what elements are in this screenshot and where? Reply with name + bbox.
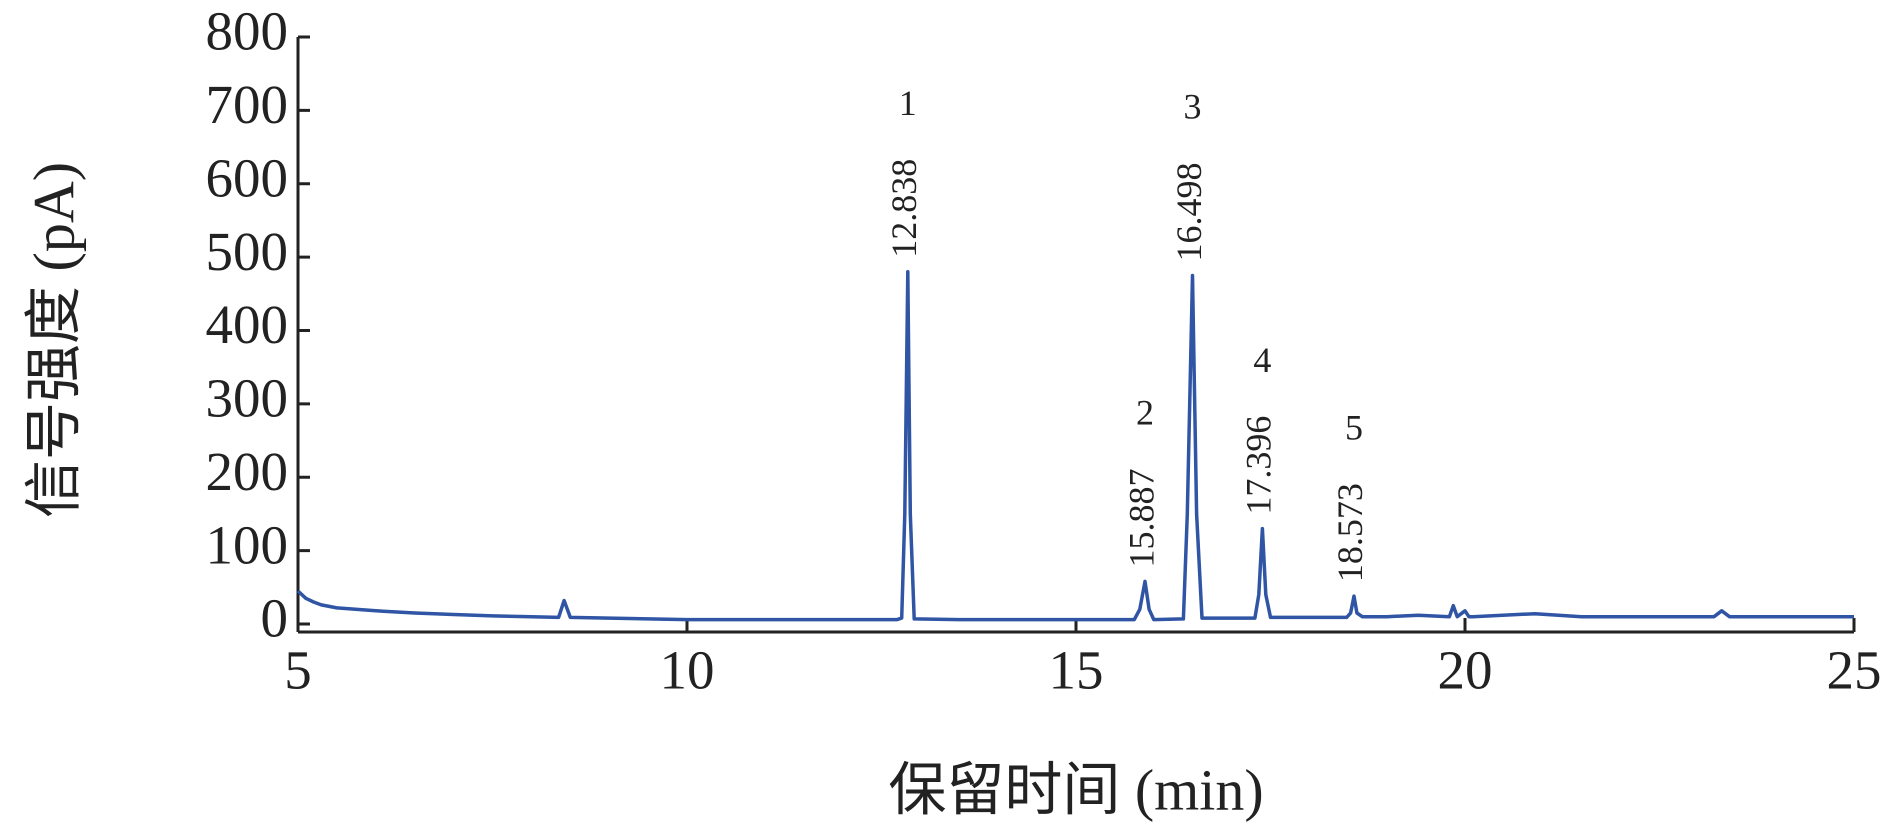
peak-number: 1 [899, 83, 917, 123]
peak-time: 12.838 [884, 159, 924, 258]
peak-time: 18.573 [1330, 483, 1370, 582]
y-tick-label: 300 [206, 368, 289, 429]
y-tick-label: 400 [206, 294, 289, 355]
x-tick-label: 25 [1827, 640, 1882, 701]
peak-number: 4 [1253, 340, 1271, 380]
peak-number: 5 [1345, 407, 1363, 447]
x-tick-label: 10 [660, 640, 715, 701]
peak-number: 2 [1136, 393, 1154, 433]
x-tick-label: 5 [284, 640, 312, 701]
y-tick-label: 0 [261, 588, 289, 649]
y-tick-label: 200 [206, 441, 289, 502]
y-tick-label: 600 [206, 147, 289, 208]
peak-time: 16.498 [1169, 162, 1209, 261]
y-tick-label: 800 [206, 1, 289, 62]
y-axis-title: 信号强度 (pA) [21, 162, 86, 518]
x-axis-title: 保留时间 (min) [888, 757, 1263, 822]
peak-time: 17.396 [1239, 416, 1279, 515]
peak-number: 3 [1184, 87, 1202, 127]
y-tick-label: 700 [206, 74, 289, 135]
x-tick-label: 15 [1049, 640, 1104, 701]
signal-line [296, 270, 1854, 622]
x-tick-label: 20 [1438, 640, 1493, 701]
peak-time: 15.887 [1121, 468, 1161, 567]
y-tick-label: 500 [206, 221, 289, 282]
y-tick-label: 100 [206, 514, 289, 575]
